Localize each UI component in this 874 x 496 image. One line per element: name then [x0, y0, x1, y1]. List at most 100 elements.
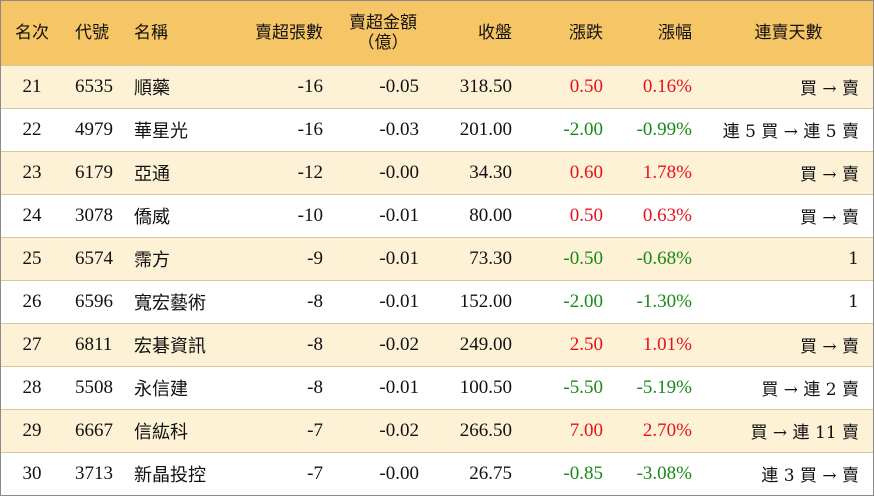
name-cell: 亞通: [134, 163, 170, 185]
rank-cell: 28: [22, 376, 42, 398]
close-cell: 318.50: [459, 75, 512, 97]
streak-cell: 連 3 買 → 賣: [761, 466, 859, 487]
table-row[interactable]: 24 3078 僑威 -10 -0.01 80.00 0.50 0.63% 買 → 賣: [1, 194, 873, 237]
sell-volume-cell: -8: [307, 376, 323, 398]
header-change[interactable]: 漲跌: [569, 22, 603, 43]
code-cell: 6596: [75, 290, 113, 312]
table-row[interactable]: 25 6574 霈方 -9 -0.01 73.30 -0.50 -0.68% 1: [1, 237, 873, 280]
sell-volume-cell: -7: [307, 462, 323, 484]
table-row[interactable]: 21 6535 順藥 -16 -0.05 318.50 0.50 0.16% 買 → 賣: [1, 65, 873, 108]
streak-cell: 買 → 賣: [799, 79, 859, 99]
code-cell: 4979: [75, 118, 113, 140]
table-row[interactable]: 22 4979 華星光 -16 -0.03 201.00 -2.00 -0.99% 連 5 買 …: [1, 108, 873, 151]
rank-cell: 23: [22, 161, 42, 183]
streak-cell: 買 → 賣: [799, 165, 859, 185]
change-cell: -0.50: [563, 247, 603, 269]
code-cell: 3078: [75, 204, 113, 226]
rank-cell: 26: [22, 290, 42, 312]
header-streak[interactable]: 連賣天數: [754, 22, 823, 43]
header-sell-amount[interactable]: 賣超金額 （億）: [333, 1, 433, 65]
close-cell: 26.75: [469, 462, 512, 484]
code-cell: 3713: [75, 462, 113, 484]
rank-cell: 22: [22, 118, 42, 140]
sell-volume-cell: -8: [307, 333, 323, 355]
sell-amount-cell: -0.01: [379, 247, 419, 269]
sell-amount-cell: -0.02: [379, 419, 419, 441]
table-row[interactable]: 23 6179 亞通 -12 -0.00 34.30 0.60 1.78% 買 → 賣: [1, 151, 873, 194]
change-cell: -2.00: [563, 118, 603, 140]
code-cell: 6179: [75, 161, 113, 183]
code-cell: 6667: [75, 419, 113, 441]
sell-volume-cell: -16: [297, 75, 323, 97]
name-cell: 信紘科: [134, 421, 188, 443]
close-cell: 34.30: [469, 161, 512, 183]
rank-cell: 21: [22, 75, 42, 97]
code-cell: 6535: [75, 75, 113, 97]
change-cell: 0.50: [569, 204, 603, 226]
name-cell: 僑威: [134, 206, 170, 228]
change-cell: -2.00: [563, 290, 603, 312]
sell-volume-cell: -7: [307, 419, 323, 441]
change-pct-cell: 1.01%: [642, 333, 692, 355]
header-name[interactable]: 名稱: [134, 22, 168, 43]
sell-volume-cell: -10: [297, 204, 323, 226]
change-cell: 2.50: [569, 333, 603, 355]
table-row[interactable]: 26 6596 寬宏藝術 -8 -0.01 152.00 -2.00 -1.30% 1: [1, 280, 873, 323]
close-cell: 201.00: [459, 118, 512, 140]
table-row[interactable]: 29 6667 信紘科 -7 -0.02 266.50 7.00 2.70% 買 → 連 11 …: [1, 409, 873, 452]
sell-volume-cell: -12: [297, 161, 323, 183]
code-cell: 6574: [75, 247, 113, 269]
change-pct-cell: 2.70%: [642, 419, 692, 441]
close-cell: 152.00: [459, 290, 512, 312]
rank-cell: 27: [22, 333, 42, 355]
header-rank[interactable]: 名次: [15, 22, 49, 43]
header-sell-amount-line1: 賣超金額: [349, 12, 417, 33]
sell-volume-cell: -16: [297, 118, 323, 140]
change-pct-cell: -0.68%: [636, 247, 692, 269]
change-pct-cell: 0.63%: [642, 204, 692, 226]
change-cell: -5.50: [563, 376, 603, 398]
name-cell: 寬宏藝術: [134, 292, 206, 314]
table-row[interactable]: 27 6811 宏碁資訊 -8 -0.02 249.00 2.50 1.01% 買 → 賣: [1, 323, 873, 366]
table-row[interactable]: 28 5508 永信建 -8 -0.01 100.50 -5.50 -5.19% 買 → 連 2…: [1, 366, 873, 409]
table-row[interactable]: 30 3713 新晶投控 -7 -0.00 26.75 -0.85 -3.08% 連 3 買 →…: [1, 452, 873, 495]
sell-amount-cell: -0.01: [379, 204, 419, 226]
sell-amount-cell: -0.00: [379, 462, 419, 484]
rank-cell: 30: [22, 462, 42, 484]
header-close[interactable]: 收盤: [478, 22, 512, 43]
change-cell: 0.60: [569, 161, 603, 183]
change-pct-cell: 1.78%: [642, 161, 692, 183]
streak-cell: 買 → 連 11 賣: [750, 423, 860, 443]
rank-cell: 29: [22, 419, 42, 441]
sell-volume-cell: -8: [307, 290, 323, 312]
sell-amount-cell: -0.00: [379, 161, 419, 183]
header-row: 名次 代號 名稱 賣超張數 賣超金額 （億） 收盤 漲跌 漲幅 連賣天數: [1, 1, 873, 65]
header-change-pct[interactable]: 漲幅: [658, 22, 692, 43]
name-cell: 新晶投控: [134, 464, 206, 486]
sell-amount-cell: -0.01: [379, 290, 419, 312]
header-sell-amount-line2: （億）: [357, 32, 409, 53]
change-pct-cell: 0.16%: [642, 75, 692, 97]
name-cell: 華星光: [134, 120, 188, 142]
name-cell: 霈方: [134, 249, 170, 271]
streak-cell: 連 5 買 → 連 5 賣: [722, 122, 859, 142]
close-cell: 249.00: [459, 333, 512, 355]
streak-cell: 買 → 連 2 賣: [761, 380, 859, 400]
sell-amount-cell: -0.05: [379, 75, 419, 97]
change-pct-cell: -1.30%: [636, 290, 692, 312]
sell-amount-cell: -0.02: [379, 333, 419, 355]
header-sell-volume[interactable]: 賣超張數: [255, 22, 323, 43]
streak-cell: 買 → 賣: [799, 337, 859, 357]
table-body: 21 6535 順藥 -16 -0.05 318.50 0.50 0.16% 買 → 賣 22 49…: [1, 65, 873, 495]
change-cell: -0.85: [563, 462, 603, 484]
sell-amount-cell: -0.01: [379, 376, 419, 398]
rank-cell: 24: [22, 204, 42, 226]
streak-cell: 1: [848, 248, 859, 269]
close-cell: 266.50: [459, 419, 512, 441]
change-cell: 0.50: [569, 75, 603, 97]
header-code[interactable]: 代號: [75, 22, 109, 43]
sell-amount-cell: -0.03: [379, 118, 419, 140]
close-cell: 73.30: [469, 247, 512, 269]
streak-cell: 買 → 賣: [799, 208, 859, 228]
